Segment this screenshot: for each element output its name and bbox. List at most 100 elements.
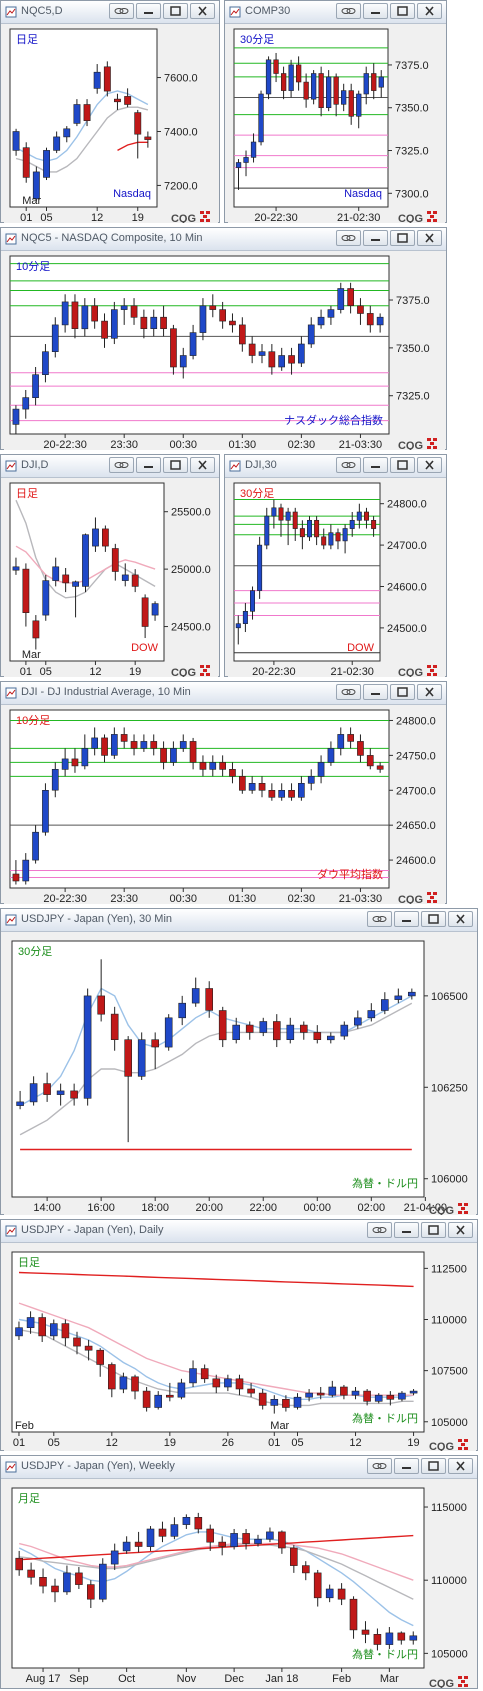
restore-icon[interactable] xyxy=(390,230,415,246)
link-icon[interactable] xyxy=(367,911,392,927)
candle-body xyxy=(134,1541,143,1547)
cqg-logo-square xyxy=(427,892,431,895)
title-bar[interactable]: USDJPY - Japan (Yen), Weekly xyxy=(1,1456,477,1479)
cqg-logo-square xyxy=(461,1207,465,1210)
candle-body xyxy=(151,603,159,616)
restore-icon[interactable] xyxy=(390,457,415,473)
y-tick-label: 7325.0 xyxy=(395,146,429,158)
minimize-icon[interactable] xyxy=(363,3,388,19)
candle-body xyxy=(209,305,217,310)
candle-body xyxy=(301,1565,310,1574)
close-icon[interactable] xyxy=(417,684,442,700)
moving-average-line xyxy=(15,90,149,162)
y-tick-label: 24650.0 xyxy=(396,820,436,832)
close-icon[interactable] xyxy=(417,3,442,19)
chart-window-icon xyxy=(5,6,17,18)
candle-body xyxy=(209,762,217,770)
title-bar[interactable]: COMP30 xyxy=(225,1,446,24)
close-icon[interactable] xyxy=(190,3,215,19)
candle-body xyxy=(52,566,60,581)
usdjpy-daily-window: USDJPY - Japan (Yen), Daily 105000 107500… xyxy=(0,1219,478,1451)
candle-body xyxy=(84,1345,93,1351)
minimize-icon[interactable] xyxy=(363,684,388,700)
minimize-icon[interactable] xyxy=(363,457,388,473)
plot-area xyxy=(233,482,381,662)
candle-body xyxy=(42,580,50,616)
restore-icon[interactable] xyxy=(163,457,188,473)
plot-layer xyxy=(16,959,416,1151)
moving-average-line xyxy=(117,141,148,152)
candle-body xyxy=(51,1585,59,1593)
close-icon[interactable] xyxy=(448,1458,473,1474)
link-icon[interactable] xyxy=(109,3,134,19)
timeframe-label: 日足 xyxy=(16,488,38,500)
chart-window-icon xyxy=(5,1461,17,1473)
candle-body xyxy=(15,1557,23,1571)
candle-body xyxy=(26,1317,35,1328)
link-icon[interactable] xyxy=(336,230,361,246)
minimize-icon[interactable] xyxy=(394,911,419,927)
candle-body xyxy=(297,783,305,798)
candle-body xyxy=(111,309,118,339)
restore-icon[interactable] xyxy=(390,684,415,700)
candle-body xyxy=(111,734,118,756)
title-bar[interactable]: USDJPY - Japan (Yen), Daily xyxy=(1,1220,477,1243)
link-icon[interactable] xyxy=(336,3,361,19)
close-icon[interactable] xyxy=(448,911,473,927)
window-title: NQC5 - NASDAQ Composite, 10 Min xyxy=(21,232,203,244)
cqg-logo-square xyxy=(427,438,431,441)
close-icon[interactable] xyxy=(417,230,442,246)
candle-body xyxy=(337,1588,346,1600)
title-bar[interactable]: USDJPY - Japan (Yen), 30 Min xyxy=(1,909,477,932)
close-icon[interactable] xyxy=(417,457,442,473)
candle-body xyxy=(61,758,69,770)
restore-icon[interactable] xyxy=(390,3,415,19)
candle-body xyxy=(293,1396,302,1408)
restore-icon[interactable] xyxy=(421,911,446,927)
title-bar[interactable]: DJI,30 xyxy=(225,455,446,478)
candle-body xyxy=(122,1541,131,1552)
restore-icon[interactable] xyxy=(421,1458,446,1474)
restore-icon[interactable] xyxy=(421,1222,446,1238)
close-icon[interactable] xyxy=(448,1222,473,1238)
plot-area xyxy=(233,28,389,208)
candle-body xyxy=(150,316,158,330)
link-icon[interactable] xyxy=(336,684,361,700)
title-bar[interactable]: DJI,D xyxy=(1,455,219,478)
title-bar[interactable]: DJI - DJ Industrial Average, 10 Min xyxy=(1,682,446,705)
cqg-logo-square xyxy=(464,1211,468,1214)
usdjpy-weekly-window: USDJPY - Japan (Yen), Weekly 105000 11000… xyxy=(0,1455,478,1689)
dji-10min-chart: 24600.0 24650.0 24700.0 24750.0 24800.0 20-22… xyxy=(4,708,445,904)
candle-body xyxy=(307,324,315,345)
minimize-icon[interactable] xyxy=(136,3,161,19)
link-icon[interactable] xyxy=(336,457,361,473)
cqg-logo-square xyxy=(430,215,434,218)
link-icon[interactable] xyxy=(367,1222,392,1238)
candle-body xyxy=(91,305,98,322)
title-bar[interactable]: NQC5 - NASDAQ Composite, 10 Min xyxy=(1,228,446,251)
x-tick-label: 23:30 xyxy=(110,439,138,450)
minimize-icon[interactable] xyxy=(363,230,388,246)
link-icon[interactable] xyxy=(367,1458,392,1474)
candle-body xyxy=(278,355,286,368)
minimize-icon[interactable] xyxy=(394,1458,419,1474)
candle-body xyxy=(313,1032,322,1041)
candle-body xyxy=(124,96,132,105)
close-icon[interactable] xyxy=(190,457,215,473)
candle-body xyxy=(102,528,109,547)
cqg-logo-mark xyxy=(427,211,437,222)
y-tick-label: 24750.0 xyxy=(396,750,436,762)
candle-body xyxy=(103,66,111,92)
minimize-icon[interactable] xyxy=(136,457,161,473)
restore-icon[interactable] xyxy=(163,3,188,19)
candle-body xyxy=(170,1524,179,1537)
x-tick-label: 02:30 xyxy=(288,893,316,904)
candle-body xyxy=(245,1024,254,1033)
cqg-logo: CQG xyxy=(398,894,423,904)
candle-body xyxy=(75,1572,83,1585)
minimize-icon[interactable] xyxy=(394,1222,419,1238)
y-tick-label: 24700.0 xyxy=(396,785,436,797)
title-bar[interactable]: NQC5,D xyxy=(1,1,219,24)
x-tick-label: 12 xyxy=(89,666,101,677)
link-icon[interactable] xyxy=(109,457,134,473)
